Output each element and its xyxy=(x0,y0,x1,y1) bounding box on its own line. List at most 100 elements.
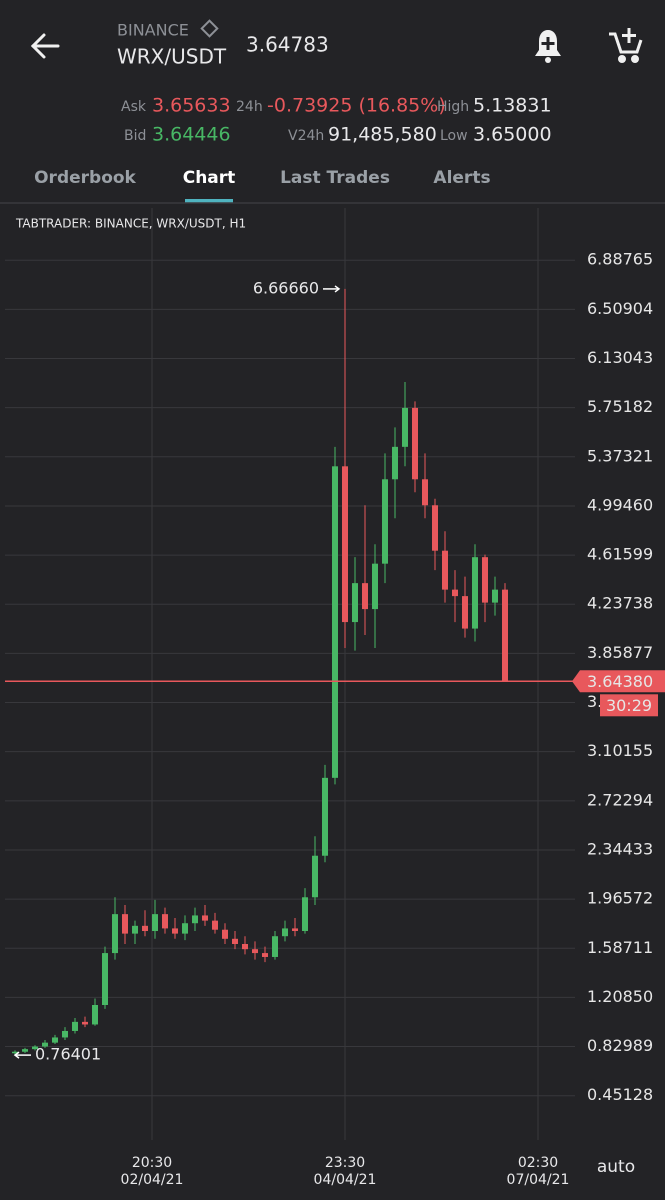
y-tick-label: 1.96572 xyxy=(587,889,653,908)
auto-button[interactable]: auto xyxy=(597,1157,635,1177)
y-tick-label: 6.13043 xyxy=(587,348,653,367)
candle-body xyxy=(192,915,198,924)
candle-body xyxy=(442,550,448,590)
add-to-portfolio-button[interactable] xyxy=(609,28,643,63)
candle-body xyxy=(242,943,248,950)
back-button[interactable] xyxy=(30,33,60,59)
candle-body xyxy=(52,1037,58,1043)
y-tick-label: 5.37321 xyxy=(587,446,653,465)
last-price-badge xyxy=(572,670,665,693)
candle-body xyxy=(372,563,378,610)
candle-body xyxy=(402,407,408,447)
candle-body xyxy=(212,920,218,930)
candle-body xyxy=(282,928,288,937)
countdown-badge xyxy=(600,694,658,717)
max-annotation: 6.66660 xyxy=(253,278,319,297)
candle-body xyxy=(32,1046,38,1050)
candle-body xyxy=(342,466,348,623)
tab-indicator xyxy=(185,199,233,203)
candle-body xyxy=(132,925,138,934)
alert-add-button[interactable] xyxy=(535,30,561,63)
x-tick-label: 23:30 xyxy=(325,1155,365,1171)
y-tick-label: 4.99460 xyxy=(587,495,653,514)
chart-title: TABTRADER: BINANCE, WRX/USDT, H1 xyxy=(15,217,246,231)
candle-body xyxy=(502,589,508,682)
candle-body xyxy=(172,928,178,934)
candle-body xyxy=(22,1049,28,1052)
countdown-label: 30:29 xyxy=(606,696,652,715)
candle-body xyxy=(452,589,458,597)
candle-body xyxy=(472,557,478,629)
candle-body xyxy=(272,936,278,957)
y-tick-label: 5.75182 xyxy=(587,397,653,416)
y-tick-label: 1.58711 xyxy=(587,938,653,957)
max-arrow-head xyxy=(334,285,341,293)
volume-value: 91,485,580 xyxy=(328,124,437,146)
x-tick-label: 20:30 xyxy=(132,1155,172,1171)
y-tick-label: 0.45128 xyxy=(587,1085,653,1104)
min-annotation: 0.76401 xyxy=(35,1045,101,1064)
candle-body xyxy=(112,914,118,954)
tab[interactable]: Chart xyxy=(183,168,236,188)
candle-body xyxy=(182,923,188,934)
candle-body xyxy=(42,1042,48,1047)
pair: WRX/USDT xyxy=(117,45,227,69)
y-tick-label: 4.23738 xyxy=(587,594,653,613)
candle-body xyxy=(392,446,398,480)
y-tick-label: 3.10155 xyxy=(587,741,653,760)
x-tick-label: 07/04/21 xyxy=(507,1172,570,1188)
candle-body xyxy=(92,1005,98,1025)
candle-body xyxy=(362,583,368,610)
candle-body xyxy=(102,953,108,1006)
x-tick-label: 02:30 xyxy=(518,1155,558,1171)
bid-label: Bid xyxy=(124,128,146,144)
low-value: 3.65000 xyxy=(473,124,552,146)
x-tick-label: 02/04/21 xyxy=(121,1172,184,1188)
candle-body xyxy=(62,1030,68,1038)
low-label: Low xyxy=(440,128,468,144)
candle-body xyxy=(122,914,128,934)
x-tick-label: 04/04/21 xyxy=(314,1172,377,1188)
y-tick-label: 2.72294 xyxy=(587,790,653,809)
candle-body xyxy=(302,897,308,932)
min-arrow-head xyxy=(13,1051,20,1059)
tab[interactable]: Last Trades xyxy=(280,168,390,188)
candle-body xyxy=(82,1021,88,1025)
candle-body xyxy=(422,479,428,506)
candle-body xyxy=(332,466,338,778)
candle-body xyxy=(322,777,328,856)
tab[interactable]: Alerts xyxy=(433,168,490,188)
candle-body xyxy=(202,915,208,921)
y-tick-label: 1.20850 xyxy=(587,987,653,1006)
change-value: -0.73925 (16.85%) xyxy=(267,95,446,117)
candle-body xyxy=(222,929,228,939)
candle-body xyxy=(262,953,268,957)
candle-body xyxy=(72,1021,78,1031)
y-tick-label: 4.61599 xyxy=(587,545,653,564)
chart: 6.88765 6.50904 6.13043 5.75182 5.37321 4.994… xyxy=(5,208,665,1188)
candle-body xyxy=(152,914,158,932)
tab[interactable]: Orderbook xyxy=(34,168,136,188)
y-tick-label: 6.50904 xyxy=(587,299,653,318)
change-label: 24h xyxy=(236,99,263,115)
y-tick-label: 0.82989 xyxy=(587,1036,653,1055)
last-price-label: 3.64380 xyxy=(587,672,653,691)
candle-body xyxy=(462,596,468,629)
high-label: High xyxy=(437,99,469,115)
y-tick-label: 3.85877 xyxy=(587,643,653,662)
candle-body xyxy=(382,479,388,564)
volume-label: V24h xyxy=(288,128,324,144)
exchange-icon xyxy=(200,19,219,38)
candle-body xyxy=(482,557,488,603)
candle-body xyxy=(492,589,498,603)
candle-body xyxy=(232,938,238,944)
y-tick-label: 6.88765 xyxy=(587,250,653,269)
candle-body xyxy=(432,505,438,551)
candle-body xyxy=(312,855,318,898)
candle-body xyxy=(12,1051,18,1054)
candle-body xyxy=(412,407,418,480)
tab-bar: Orderbook Chart Last Trades Alerts xyxy=(34,168,491,203)
candle-body xyxy=(352,583,358,623)
high-value: 5.13831 xyxy=(473,95,552,117)
